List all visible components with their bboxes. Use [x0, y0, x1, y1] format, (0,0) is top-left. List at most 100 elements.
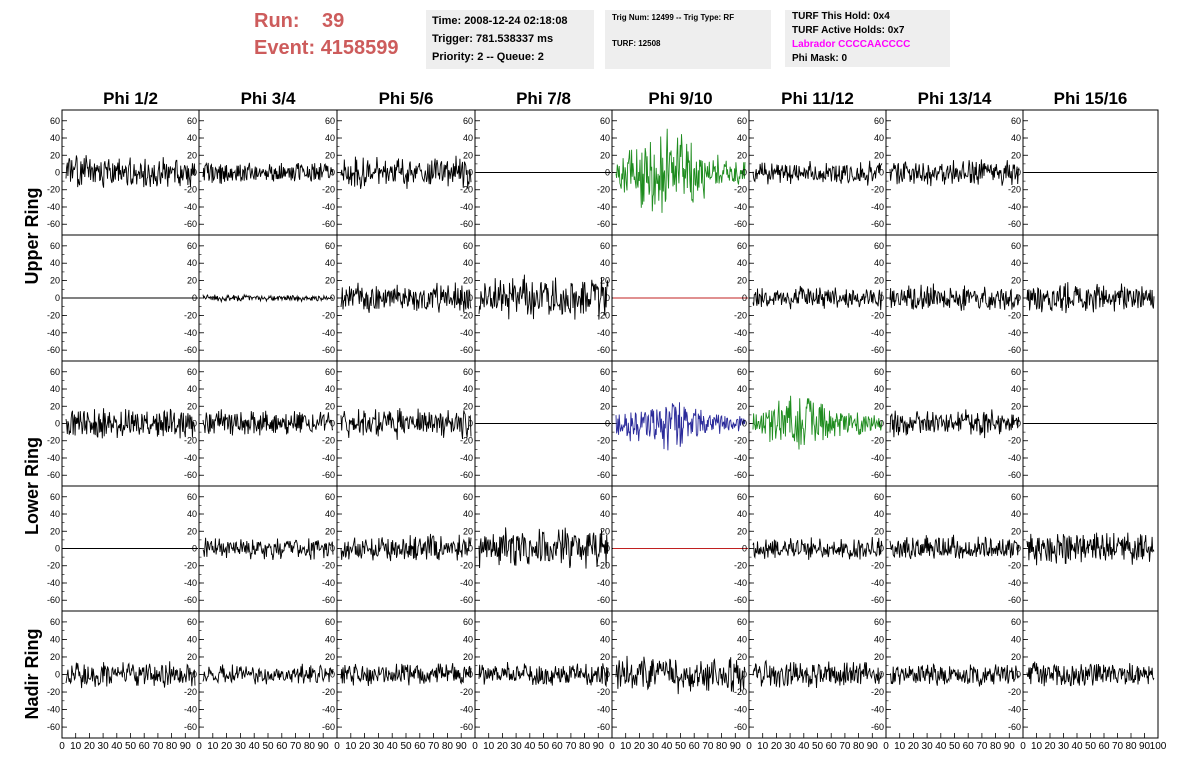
- y-tick-label: 60: [1011, 617, 1021, 627]
- y-tick-label: -20: [460, 687, 473, 697]
- y-tick-label: -20: [734, 687, 747, 697]
- y-tick-label: 20: [600, 401, 610, 411]
- x-tick-label: 70: [428, 741, 440, 752]
- waveform-trace: [340, 282, 472, 313]
- y-tick-label: -40: [1008, 705, 1021, 715]
- y-tick-label: 40: [600, 509, 610, 519]
- x-tick-label: 80: [166, 741, 178, 752]
- x-tick-label: 30: [1058, 741, 1070, 752]
- y-tick-label: 0: [742, 419, 747, 429]
- y-tick-label: 40: [874, 384, 884, 394]
- y-tick-label: -20: [184, 687, 197, 697]
- waveform-panel: -60 -40 -20 0 20 40 60: [47, 485, 200, 612]
- x-tick-label: 20: [221, 741, 233, 752]
- y-tick-label: 20: [1011, 150, 1021, 160]
- x-tick-label: 0: [746, 741, 752, 752]
- x-tick-label: 50: [262, 741, 274, 752]
- y-tick-label: 0: [742, 168, 747, 178]
- y-tick-label: -40: [460, 202, 473, 212]
- y-tick-label: 40: [1011, 509, 1021, 519]
- x-tick-label: 20: [359, 741, 371, 752]
- y-tick-label: 60: [463, 116, 473, 126]
- y-tick-label: -40: [734, 202, 747, 212]
- waveform-panel: -60 -40 -20 0 20 40 60: [47, 360, 200, 487]
- waveform-trace: [889, 409, 1020, 439]
- y-tick-label: -60: [322, 219, 335, 229]
- y-tick-label: 0: [879, 544, 884, 554]
- y-tick-label: -60: [734, 470, 747, 480]
- waveform-trace: [1026, 661, 1155, 687]
- y-tick-label: 40: [1011, 634, 1021, 644]
- y-tick-label: 60: [187, 617, 197, 627]
- y-tick-label: -20: [460, 185, 473, 195]
- y-tick-label: 20: [187, 401, 197, 411]
- y-tick-label: -20: [184, 185, 197, 195]
- y-tick-label: -40: [871, 705, 884, 715]
- y-tick-label: 20: [874, 401, 884, 411]
- row-label: Nadir Ring: [22, 628, 42, 719]
- y-tick-label: 60: [325, 116, 335, 126]
- y-tick-label: 20: [600, 150, 610, 160]
- y-tick-label: -40: [47, 705, 60, 715]
- y-tick-label: 0: [879, 293, 884, 303]
- y-tick-label: -60: [184, 595, 197, 605]
- x-tick-label: 60: [963, 741, 975, 752]
- y-tick-label: -60: [871, 345, 884, 355]
- x-tick-label: 30: [648, 741, 660, 752]
- y-tick-label: 60: [600, 492, 610, 502]
- x-tick-label: 0: [883, 741, 889, 752]
- y-tick-label: 0: [1016, 419, 1021, 429]
- y-tick-label: 0: [742, 293, 747, 303]
- x-tick-label: 50: [125, 741, 137, 752]
- waveform-trace: [752, 285, 883, 311]
- y-tick-label: 0: [468, 670, 473, 680]
- y-tick-label: -40: [871, 453, 884, 463]
- y-tick-label: -20: [597, 436, 610, 446]
- trig-info-box: Trig Num: 12499 -- Trig Type: RF TURF: 1…: [605, 10, 771, 69]
- waveform-panel: -60 -40 -20 0 20 40 60: [1008, 109, 1159, 236]
- y-tick-label: 20: [1011, 526, 1021, 536]
- x-tick-label: 40: [1071, 741, 1083, 752]
- y-tick-label: 40: [737, 133, 747, 143]
- waveform-trace: [340, 533, 472, 562]
- y-tick-label: 60: [874, 367, 884, 377]
- y-tick-label: 60: [600, 241, 610, 251]
- waveform-trace: [752, 659, 883, 689]
- y-tick-label: -20: [47, 561, 60, 571]
- y-tick-label: -40: [734, 328, 747, 338]
- y-tick-label: 20: [325, 276, 335, 286]
- waveform-panel: -60 -40 -20 0 20 40 60: [322, 485, 476, 612]
- y-tick-label: 0: [879, 419, 884, 429]
- y-tick-label: -40: [734, 578, 747, 588]
- y-tick-label: -40: [184, 328, 197, 338]
- y-tick-label: -60: [47, 470, 60, 480]
- y-tick-label: 60: [874, 617, 884, 627]
- y-tick-label: 60: [1011, 367, 1021, 377]
- y-tick-label: -20: [871, 436, 884, 446]
- y-tick-label: 0: [330, 670, 335, 680]
- y-tick-label: -40: [597, 453, 610, 463]
- panel-frame: [198, 610, 338, 739]
- y-tick-label: -20: [871, 687, 884, 697]
- y-tick-label: 40: [325, 258, 335, 268]
- panel-frame: [885, 109, 1024, 236]
- y-tick-label: 0: [192, 670, 197, 680]
- y-tick-label: -20: [1008, 687, 1021, 697]
- y-tick-label: 20: [325, 526, 335, 536]
- y-tick-label: -20: [597, 310, 610, 320]
- y-tick-label: 0: [879, 670, 884, 680]
- waveform-panel: -60 -40 -20 0 20 40 60: [1008, 610, 1159, 739]
- y-tick-label: 0: [55, 293, 60, 303]
- y-tick-label: -60: [47, 345, 60, 355]
- y-tick-label: 60: [1011, 492, 1021, 502]
- y-tick-label: 20: [187, 276, 197, 286]
- y-tick-label: -60: [47, 722, 60, 732]
- x-tick-label: 20: [771, 741, 783, 752]
- y-tick-label: -20: [460, 436, 473, 446]
- y-tick-label: 40: [463, 509, 473, 519]
- x-tick-label: 80: [304, 741, 316, 752]
- waveform-panel: -60 -40 -20 0 20 40 60: [322, 610, 476, 739]
- y-tick-label: 0: [330, 544, 335, 554]
- y-tick-label: 60: [600, 367, 610, 377]
- x-tick-label: 70: [565, 741, 577, 752]
